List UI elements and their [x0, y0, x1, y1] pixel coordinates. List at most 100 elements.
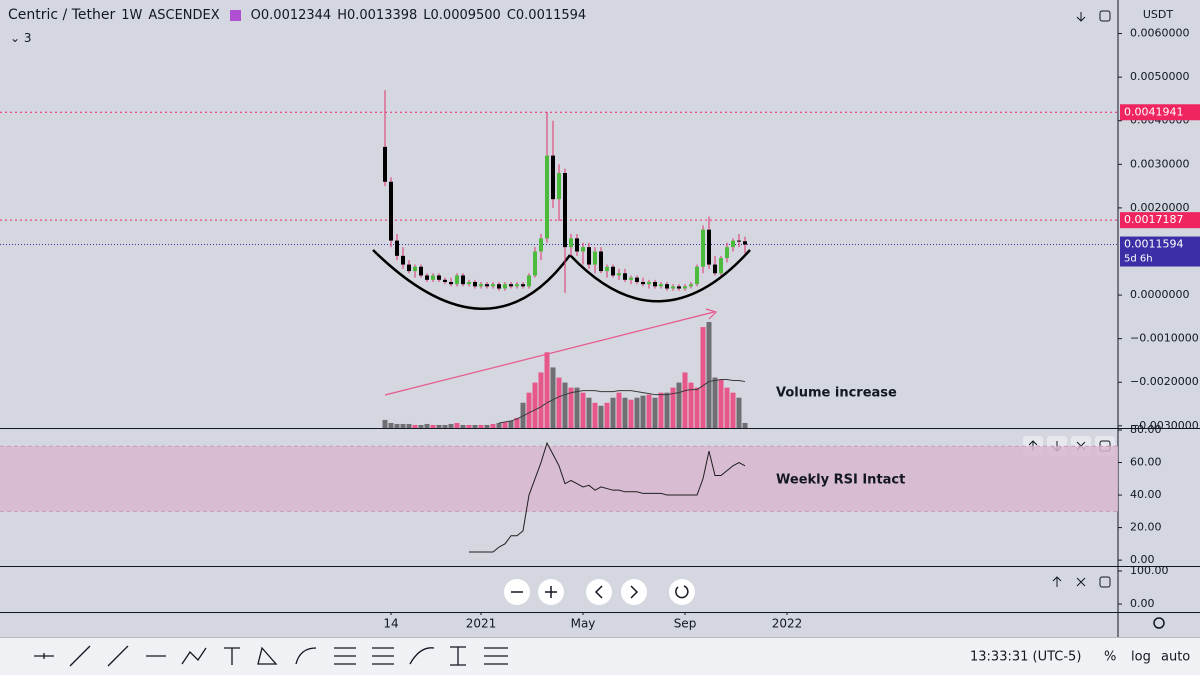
- clock: 13:33:31 (UTC-5): [970, 650, 1081, 665]
- collapse-icon[interactable]: [1076, 12, 1086, 22]
- pane3-tick-label: 100.00: [1130, 564, 1169, 577]
- annotation: Weekly RSI Intact: [776, 473, 905, 488]
- rsi-band: [0, 446, 1118, 512]
- candle-body: [521, 284, 525, 287]
- candle-body: [395, 240, 399, 256]
- ohlc-low: L0.0009500: [423, 7, 501, 23]
- volume-bar: [580, 392, 586, 428]
- candle-body: [665, 284, 669, 289]
- last-price-bg: [1120, 236, 1200, 267]
- price-tick-label: 0.0050000: [1130, 70, 1190, 83]
- tool-menu[interactable]: [484, 647, 508, 665]
- tool-gann[interactable]: [372, 647, 394, 665]
- volume-bar: [706, 322, 712, 428]
- indicators-toggle[interactable]: ⌄ 3: [10, 31, 32, 45]
- volume-bar: [610, 397, 616, 428]
- tool-measure[interactable]: [450, 646, 466, 666]
- candle-body: [497, 284, 501, 289]
- candle-body: [593, 251, 597, 265]
- ohlc-open: O0.0012344: [250, 7, 332, 23]
- reset-btn[interactable]: [669, 579, 695, 605]
- indicator-count: 3: [23, 31, 32, 45]
- price-tick-label: −0.0010000: [1130, 332, 1199, 345]
- move-up-btn[interactable]: [1052, 576, 1062, 587]
- maximize-btn[interactable]: [1099, 576, 1111, 588]
- log-btn[interactable]: log: [1131, 650, 1151, 665]
- volume-bar: [448, 423, 454, 428]
- candle-body: [659, 284, 663, 287]
- volume-bar: [526, 392, 532, 428]
- candle-body: [707, 229, 711, 265]
- auto-btn[interactable]: auto: [1161, 650, 1190, 665]
- close-btn[interactable]: [1076, 577, 1086, 587]
- volume-bar: [562, 382, 568, 428]
- tool-ray[interactable]: [107, 645, 129, 667]
- candle-body: [551, 155, 555, 200]
- price-tick-label: −0.0030000: [1130, 419, 1199, 432]
- volume-bar: [736, 397, 742, 428]
- tool-crosshair[interactable]: [34, 653, 54, 659]
- candle-body: [743, 241, 747, 245]
- volume-bar: [682, 372, 688, 428]
- volume-bar: [646, 394, 652, 428]
- volume-bar: [592, 402, 598, 428]
- volume-bar: [658, 392, 664, 428]
- icon: [630, 585, 639, 599]
- candle-body: [443, 279, 447, 282]
- candle-body: [491, 284, 495, 287]
- candle-body: [467, 281, 471, 285]
- volume-bar: [730, 392, 736, 428]
- candle-body: [479, 284, 483, 287]
- candle-body: [725, 247, 729, 259]
- settings-btn[interactable]: [1153, 617, 1165, 629]
- icon: [545, 586, 557, 598]
- percent-btn[interactable]: %: [1104, 650, 1116, 665]
- rsi-tick-label: 20.00: [1130, 521, 1162, 534]
- price-tick-label: 0.0020000: [1130, 201, 1190, 214]
- time-tick-label: Sep: [674, 617, 697, 631]
- candle-body: [617, 273, 621, 276]
- scroll-right-btn[interactable]: [621, 579, 647, 605]
- volume-bar: [466, 424, 472, 428]
- volume-bar: [724, 387, 730, 428]
- volume-bar: [556, 377, 562, 428]
- candle-body: [503, 284, 507, 289]
- arrow-head: [705, 308, 718, 320]
- status-box: [229, 9, 241, 21]
- icon: [675, 585, 689, 599]
- maximize-icon[interactable]: [1099, 10, 1111, 22]
- rsi-tick-label: 40.00: [1130, 488, 1162, 501]
- candle-body: [383, 146, 387, 182]
- tool-path[interactable]: [181, 647, 207, 665]
- volume-bar: [652, 397, 658, 428]
- price-tick-label: 0.0000000: [1130, 288, 1190, 301]
- tool-trendline[interactable]: [69, 645, 91, 667]
- volume-bar: [490, 423, 496, 428]
- candle-body: [587, 247, 591, 265]
- volume-bar: [694, 387, 700, 428]
- volume-bar: [718, 379, 724, 428]
- volume-bar: [742, 422, 748, 428]
- candle-body: [401, 255, 405, 265]
- last-price-label: 0.0011594: [1124, 238, 1184, 251]
- volume-bar: [508, 420, 514, 428]
- tool-brush[interactable]: [409, 647, 435, 665]
- scroll-left-btn[interactable]: [586, 579, 612, 605]
- tool-fib[interactable]: [334, 647, 356, 665]
- level-label-bg: [1120, 212, 1200, 229]
- volume-bar: [712, 377, 718, 428]
- candle-body: [485, 284, 489, 287]
- tool-text[interactable]: [224, 647, 240, 665]
- volume-bar: [628, 399, 634, 428]
- tool-pattern[interactable]: [257, 646, 278, 665]
- candle-body: [701, 229, 705, 267]
- cup-arc: [372, 249, 572, 310]
- candle-body: [737, 240, 741, 242]
- price-tick-label: 0.0030000: [1130, 157, 1190, 170]
- volume-ma: [498, 379, 746, 424]
- tool-curve[interactable]: [295, 647, 317, 665]
- candle-body: [713, 264, 717, 274]
- icon: [594, 585, 603, 599]
